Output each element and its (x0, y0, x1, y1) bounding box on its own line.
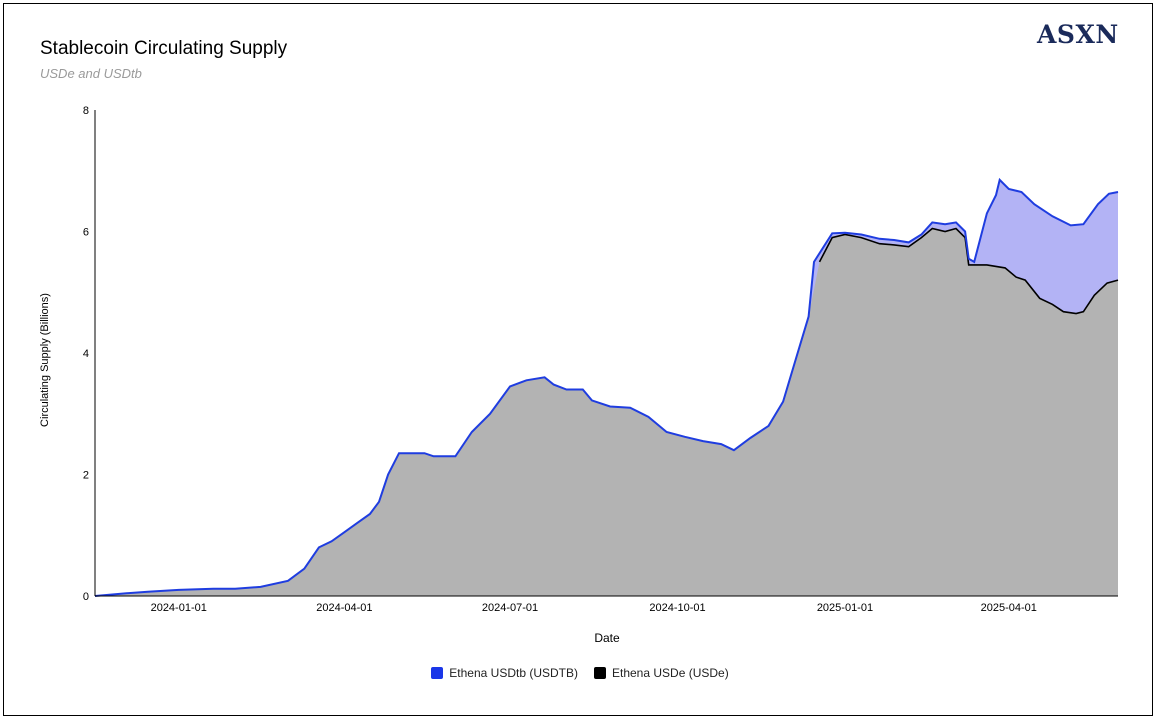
y-axis-label: Circulating Supply (Billions) (39, 293, 51, 427)
chart-areas (94, 177, 1119, 597)
chart-axes: 0 2 4 6 8 2024-01-01 2024-04-01 2024-07-01 2024-… (83, 105, 1118, 614)
x-tick-label: 2024-10-01 (649, 602, 705, 614)
legend-swatch-usde (594, 667, 606, 679)
brand-logo: ASXN (1037, 20, 1119, 49)
x-axis-label: Date (594, 631, 620, 645)
legend-item-usde[interactable]: Ethena USDe (USDe) (594, 666, 729, 680)
y-tick-label: 0 (83, 591, 89, 603)
line-usde (818, 227, 1119, 315)
x-tick-label: 2024-04-01 (316, 602, 372, 614)
x-tick-label: 2024-01-01 (151, 602, 207, 614)
y-tick-label: 2 (83, 470, 89, 482)
area-usde (95, 228, 1118, 596)
line-usdtb (94, 177, 1119, 597)
chart-subtitle: USDe and USDtb (40, 66, 142, 81)
legend-item-usdtb[interactable]: Ethena USDtb (USDTB) (431, 666, 578, 680)
chart-title: Stablecoin Circulating Supply (40, 38, 288, 59)
legend: Ethena USDtb (USDTB) Ethena USDe (USDe) (0, 666, 1160, 680)
x-tick-label: 2025-01-01 (817, 602, 873, 614)
legend-label-usdtb: Ethena USDtb (USDTB) (449, 666, 578, 680)
x-tick-label: 2024-07-01 (482, 602, 538, 614)
y-tick-label: 6 (83, 227, 89, 239)
x-tick-label: 2025-04-01 (981, 602, 1037, 614)
y-tick-label: 4 (83, 348, 89, 360)
legend-label-usde: Ethena USDe (USDe) (612, 666, 729, 680)
y-tick-label: 8 (83, 105, 89, 117)
legend-swatch-usdtb (431, 667, 444, 679)
